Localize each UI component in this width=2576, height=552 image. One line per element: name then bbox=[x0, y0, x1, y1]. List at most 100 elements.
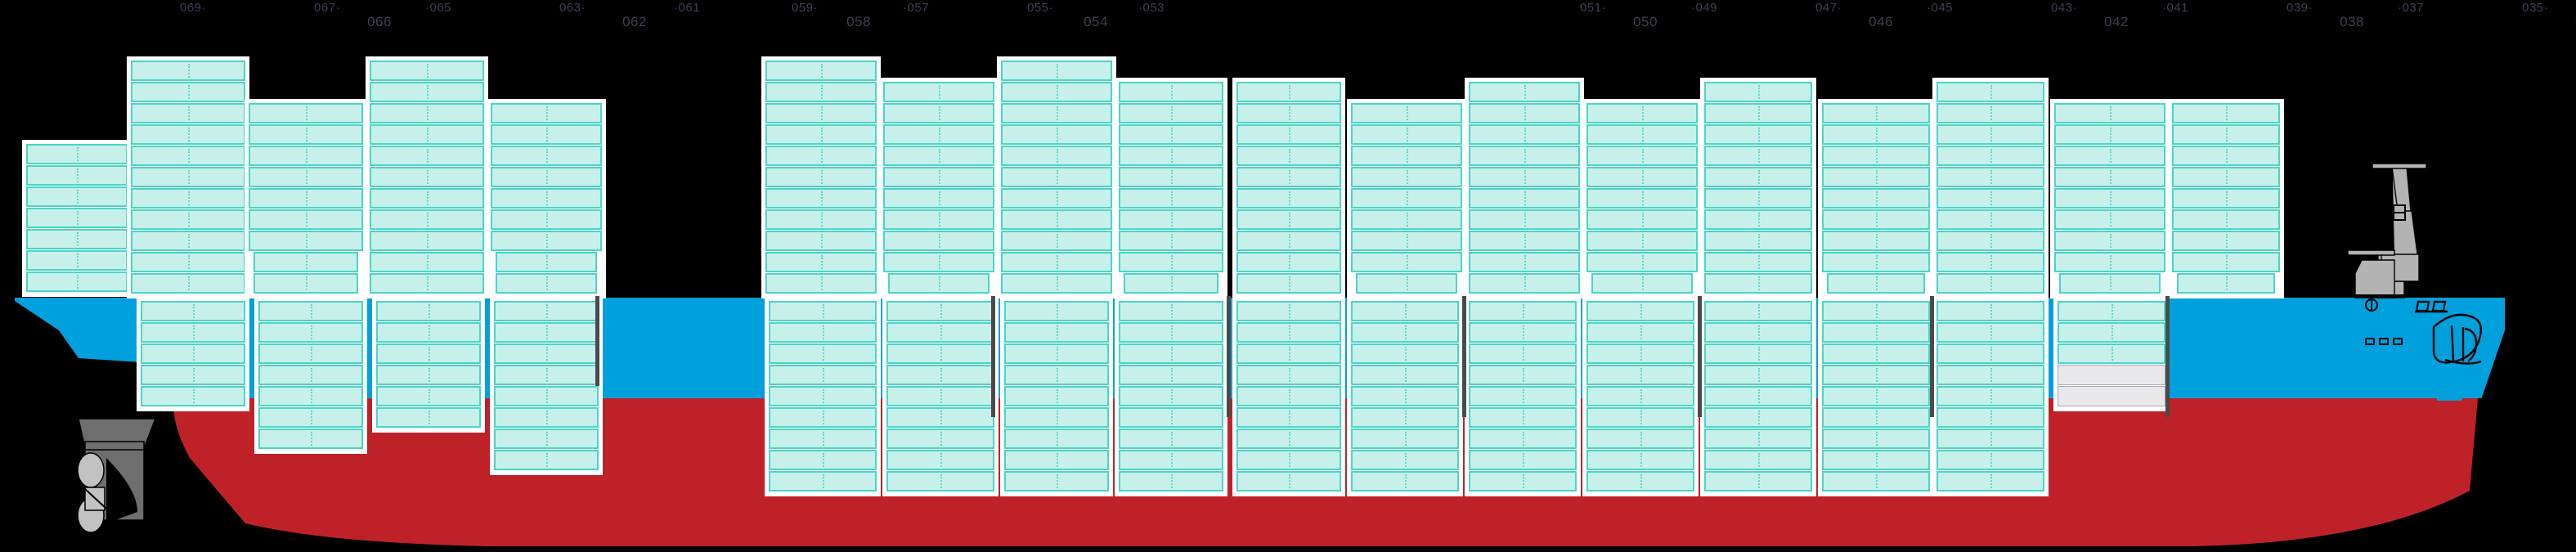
container-stack-deck-069[interactable] bbox=[22, 140, 132, 297]
container-slot[interactable] bbox=[2054, 252, 2165, 272]
container-slot[interactable] bbox=[1351, 209, 1462, 230]
container-slot[interactable] bbox=[2054, 103, 2165, 123]
container-slot[interactable] bbox=[765, 209, 877, 230]
container-slot[interactable] bbox=[1351, 124, 1462, 145]
container-slot[interactable] bbox=[1822, 209, 1930, 230]
container-slot[interactable] bbox=[1119, 209, 1223, 230]
container-slot[interactable] bbox=[131, 146, 245, 166]
container-slot[interactable] bbox=[1001, 124, 1112, 145]
container-slot[interactable] bbox=[765, 103, 877, 123]
container-slot[interactable] bbox=[376, 407, 481, 428]
container-stack-hold-010[interactable] bbox=[1932, 297, 2049, 496]
container-slot[interactable] bbox=[1119, 365, 1223, 385]
container-slot[interactable] bbox=[1119, 429, 1223, 449]
container-slot[interactable] bbox=[886, 301, 994, 321]
container-slot[interactable] bbox=[1469, 407, 1577, 428]
container-slot[interactable] bbox=[376, 322, 481, 343]
container-slot[interactable] bbox=[1119, 386, 1223, 406]
container-slot[interactable] bbox=[1704, 124, 1812, 145]
container-slot[interactable] bbox=[765, 252, 877, 272]
container-slot[interactable] bbox=[1822, 429, 1930, 449]
container-slot[interactable] bbox=[1704, 365, 1812, 385]
container-slot[interactable] bbox=[1351, 407, 1459, 428]
container-slot[interactable] bbox=[249, 167, 363, 187]
container-stack-hold-062[interactable] bbox=[372, 297, 485, 433]
container-slot[interactable] bbox=[1236, 450, 1341, 470]
container-slot[interactable] bbox=[491, 124, 602, 145]
container-slot[interactable] bbox=[1351, 429, 1459, 449]
container-slot[interactable] bbox=[141, 322, 245, 343]
container-slot[interactable] bbox=[258, 407, 363, 428]
container-slot[interactable] bbox=[1236, 343, 1341, 364]
container-slot[interactable] bbox=[2054, 188, 2165, 209]
container-slot[interactable] bbox=[1236, 365, 1341, 385]
container-slot[interactable] bbox=[1704, 429, 1812, 449]
container-slot[interactable] bbox=[2172, 231, 2280, 251]
container-stack-deck-026[interactable] bbox=[1465, 78, 1584, 298]
container-slot[interactable] bbox=[1469, 301, 1577, 321]
container-slot[interactable] bbox=[1586, 209, 1698, 230]
container-slot[interactable] bbox=[254, 273, 358, 294]
container-slot[interactable] bbox=[1822, 124, 1930, 145]
container-slot[interactable] bbox=[1001, 209, 1112, 230]
container-slot[interactable] bbox=[1704, 167, 1812, 187]
container-stack-hold-018[interactable] bbox=[1700, 297, 1816, 496]
container-slot[interactable] bbox=[1119, 124, 1223, 145]
container-slot[interactable] bbox=[1119, 407, 1223, 428]
container-slot[interactable] bbox=[1827, 273, 1925, 294]
container-slot[interactable] bbox=[1586, 252, 1698, 272]
container-slot[interactable] bbox=[1119, 103, 1223, 123]
container-slot[interactable] bbox=[765, 231, 877, 251]
container-slot[interactable] bbox=[2054, 209, 2165, 230]
container-slot[interactable] bbox=[1704, 252, 1812, 272]
container-slot[interactable] bbox=[1469, 167, 1580, 187]
container-slot[interactable] bbox=[1469, 231, 1580, 251]
container-slot[interactable] bbox=[1704, 188, 1812, 209]
container-slot[interactable] bbox=[1469, 273, 1580, 294]
container-slot[interactable] bbox=[886, 450, 994, 470]
container-slot[interactable] bbox=[883, 103, 994, 123]
container-slot[interactable] bbox=[886, 429, 994, 449]
container-slot[interactable] bbox=[769, 322, 877, 343]
container-slot[interactable] bbox=[1119, 471, 1223, 491]
container-slot[interactable] bbox=[769, 471, 877, 491]
container-slot[interactable] bbox=[1822, 231, 1930, 251]
container-stack-deck-014[interactable] bbox=[1818, 99, 1934, 298]
container-slot[interactable] bbox=[1004, 450, 1109, 470]
container-stack-hold-054[interactable] bbox=[490, 297, 603, 475]
container-slot[interactable] bbox=[2058, 386, 2165, 406]
container-stack-hold-034[interactable] bbox=[1232, 297, 1345, 496]
container-slot[interactable] bbox=[1004, 471, 1109, 491]
container-slot[interactable] bbox=[1822, 167, 1930, 187]
container-slot[interactable] bbox=[131, 231, 245, 251]
container-slot[interactable] bbox=[249, 231, 363, 251]
container-slot[interactable] bbox=[1236, 429, 1341, 449]
container-slot[interactable] bbox=[494, 343, 599, 364]
container-slot[interactable] bbox=[491, 103, 602, 123]
container-slot[interactable] bbox=[1236, 82, 1341, 102]
container-slot[interactable] bbox=[1236, 322, 1341, 343]
container-stack-deck-046[interactable] bbox=[879, 78, 999, 298]
container-slot[interactable] bbox=[1004, 407, 1109, 428]
container-stack-deck-006[interactable] bbox=[2050, 99, 2170, 298]
container-stack-hold-026[interactable] bbox=[1465, 297, 1581, 496]
container-slot[interactable] bbox=[258, 301, 363, 321]
container-slot[interactable] bbox=[1001, 61, 1112, 81]
container-slot[interactable] bbox=[1936, 301, 2044, 321]
container-slot[interactable] bbox=[1469, 429, 1577, 449]
container-slot[interactable] bbox=[1351, 301, 1459, 321]
container-slot[interactable] bbox=[2172, 103, 2280, 123]
container-stack-deck-038[interactable] bbox=[1115, 78, 1227, 298]
container-slot[interactable] bbox=[1119, 188, 1223, 209]
container-slot[interactable] bbox=[1236, 103, 1341, 123]
container-slot[interactable] bbox=[1001, 273, 1112, 294]
container-slot[interactable] bbox=[370, 82, 484, 102]
container-slot[interactable] bbox=[491, 167, 602, 187]
container-slot[interactable] bbox=[2054, 167, 2165, 187]
container-slot[interactable] bbox=[494, 407, 599, 428]
container-slot[interactable] bbox=[1936, 365, 2044, 385]
container-slot[interactable] bbox=[2172, 146, 2280, 166]
container-slot[interactable] bbox=[131, 188, 245, 209]
container-slot[interactable] bbox=[1351, 343, 1459, 364]
container-slot[interactable] bbox=[496, 252, 597, 272]
